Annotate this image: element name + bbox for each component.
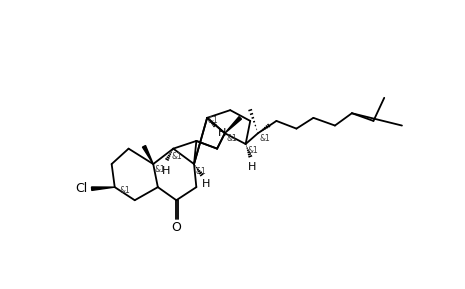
Polygon shape bbox=[142, 146, 153, 164]
Polygon shape bbox=[225, 117, 241, 133]
Text: H: H bbox=[162, 166, 171, 176]
Text: Cl: Cl bbox=[75, 182, 87, 195]
Text: &1: &1 bbox=[120, 186, 130, 195]
Text: &1: &1 bbox=[259, 134, 270, 143]
Text: &1: &1 bbox=[196, 167, 206, 176]
Text: &1: &1 bbox=[226, 134, 237, 143]
Text: H: H bbox=[201, 179, 210, 190]
Text: &1: &1 bbox=[155, 165, 166, 174]
Text: &1: &1 bbox=[172, 152, 182, 161]
Text: O: O bbox=[172, 221, 181, 234]
Text: H: H bbox=[218, 128, 226, 138]
Text: &1: &1 bbox=[247, 146, 258, 155]
Polygon shape bbox=[92, 187, 115, 190]
Text: &1: &1 bbox=[208, 116, 219, 125]
Text: H: H bbox=[247, 162, 256, 173]
